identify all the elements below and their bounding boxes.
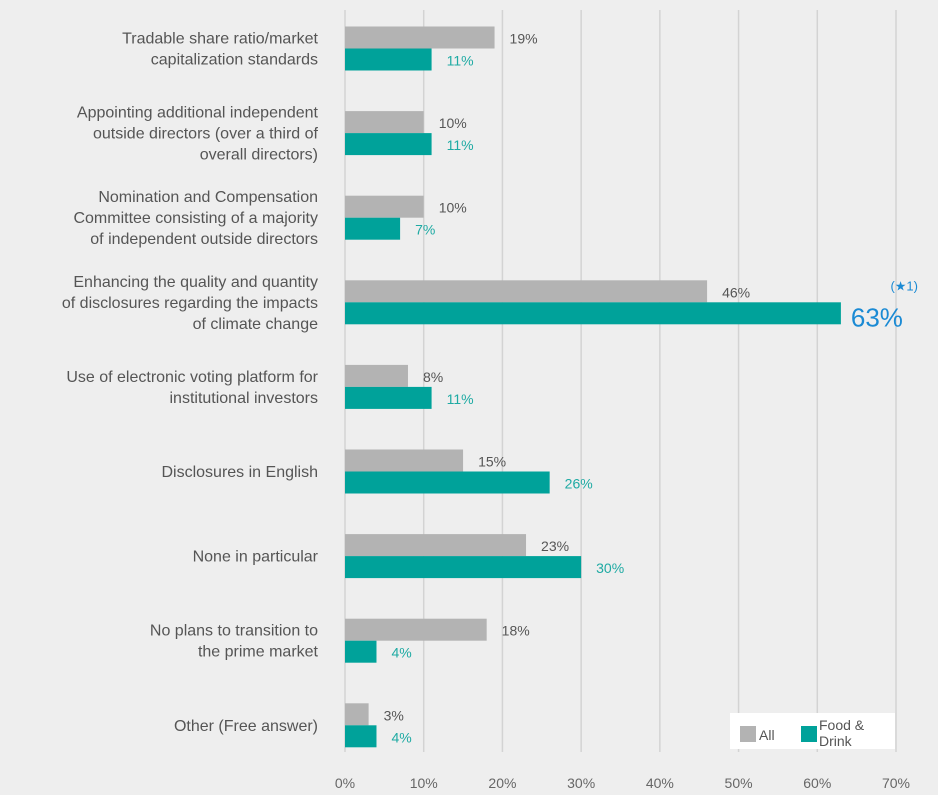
data-label: 8% <box>423 369 443 385</box>
x-tick-label: 30% <box>567 775 595 791</box>
legend-swatch-food-drink <box>801 726 817 742</box>
category-label: Disclosures in English <box>161 464 318 481</box>
category-label-line: of independent outside directors <box>90 231 318 248</box>
category-label-line: Use of electronic voting platform for <box>66 369 318 386</box>
data-label: 11% <box>447 391 474 407</box>
category-label: Appointing additional independent outside… <box>77 105 319 164</box>
category-label-line: the prime market <box>198 644 319 661</box>
data-label: 11% <box>447 53 474 69</box>
category-label: Nomination and Compensation Committee con… <box>73 189 318 248</box>
legend-label-line: Drink <box>819 733 853 749</box>
bar-food-drink <box>345 217 401 240</box>
category-label-line: Committee consisting of a majority <box>73 210 318 227</box>
category-label-line: Disclosures in English <box>161 464 318 481</box>
bar-food-drink <box>345 48 432 71</box>
bar-food-drink <box>345 386 432 409</box>
bar-food-drink <box>345 640 377 663</box>
category-label-line: capitalization standards <box>151 52 318 69</box>
category-label: Enhancing the quality and quantity of dis… <box>62 274 318 333</box>
legend: All Food & Drink <box>730 713 895 749</box>
category-label-line: None in particular <box>193 549 319 566</box>
bar-all <box>345 195 424 218</box>
legend-swatch-all <box>740 726 756 742</box>
bar-all <box>345 534 527 557</box>
x-tick-label: 10% <box>410 775 438 791</box>
data-label-highlight: 63% <box>851 302 903 332</box>
data-label: 7% <box>415 222 435 238</box>
bar-all <box>345 449 464 472</box>
bar-all <box>345 364 408 387</box>
x-tick-label: 60% <box>803 775 831 791</box>
x-tick-label: 20% <box>488 775 516 791</box>
bar-all <box>345 703 369 726</box>
data-label: 26% <box>565 476 593 492</box>
data-label: 10% <box>439 200 467 216</box>
category-label-line: Other (Free answer) <box>174 718 318 735</box>
data-label: 4% <box>391 729 411 745</box>
category-label-line: outside directors (over a third of <box>93 126 319 143</box>
data-label: 46% <box>722 284 750 300</box>
category-label-line: Nomination and Compensation <box>98 189 318 206</box>
legend-label-all: All <box>759 727 775 743</box>
category-label-line: of climate change <box>193 316 319 333</box>
data-label: 30% <box>596 560 624 576</box>
x-tick-label: 40% <box>646 775 674 791</box>
bar-all <box>345 618 487 641</box>
bar-food-drink <box>345 725 377 748</box>
category-label: No plans to transition to the prime marke… <box>150 623 319 661</box>
data-label: 11% <box>447 137 474 153</box>
bar-all <box>345 26 495 49</box>
data-label: 10% <box>439 115 467 131</box>
category-label-line: No plans to transition to <box>150 623 318 640</box>
data-label: 19% <box>510 31 538 47</box>
category-label-line: Appointing additional independent <box>77 105 319 122</box>
category-label-line: of disclosures regarding the impacts <box>62 295 318 312</box>
x-tick-label: 50% <box>725 775 753 791</box>
category-label-line: institutional investors <box>169 390 318 407</box>
bar-food-drink <box>345 556 582 579</box>
x-tick-label: 0% <box>335 775 355 791</box>
data-label: 18% <box>502 623 530 639</box>
legend-label-food-drink: Food & Drink <box>819 717 865 749</box>
data-label: 23% <box>541 538 569 554</box>
category-label: Use of electronic voting platform for ins… <box>66 369 318 407</box>
bar-food-drink <box>345 471 550 494</box>
category-label-line: overall directors) <box>200 147 318 164</box>
data-label: 3% <box>384 707 404 723</box>
bars <box>345 26 841 748</box>
highlight-note: (★1) <box>890 278 918 293</box>
data-label: 15% <box>478 454 506 470</box>
bar-food-drink <box>345 133 432 156</box>
data-label: 4% <box>391 645 411 661</box>
bar-all <box>345 280 708 303</box>
category-label-line: Enhancing the quality and quantity <box>73 274 318 291</box>
bar-all <box>345 111 424 134</box>
labels: 0% 10% 20% 30% 40% 50% 60% 70% 19% 11% Tradable sh… <box>62 31 918 792</box>
category-label: None in particular <box>193 549 319 566</box>
x-tick-label: 70% <box>882 775 910 791</box>
category-label: Tradable share ratio/market capitalizatio… <box>122 31 318 69</box>
category-label-line: Tradable share ratio/market <box>122 31 318 48</box>
bar-food-drink <box>345 302 841 325</box>
category-label: Other (Free answer) <box>174 718 318 735</box>
legend-label-line: Food & <box>819 717 865 733</box>
